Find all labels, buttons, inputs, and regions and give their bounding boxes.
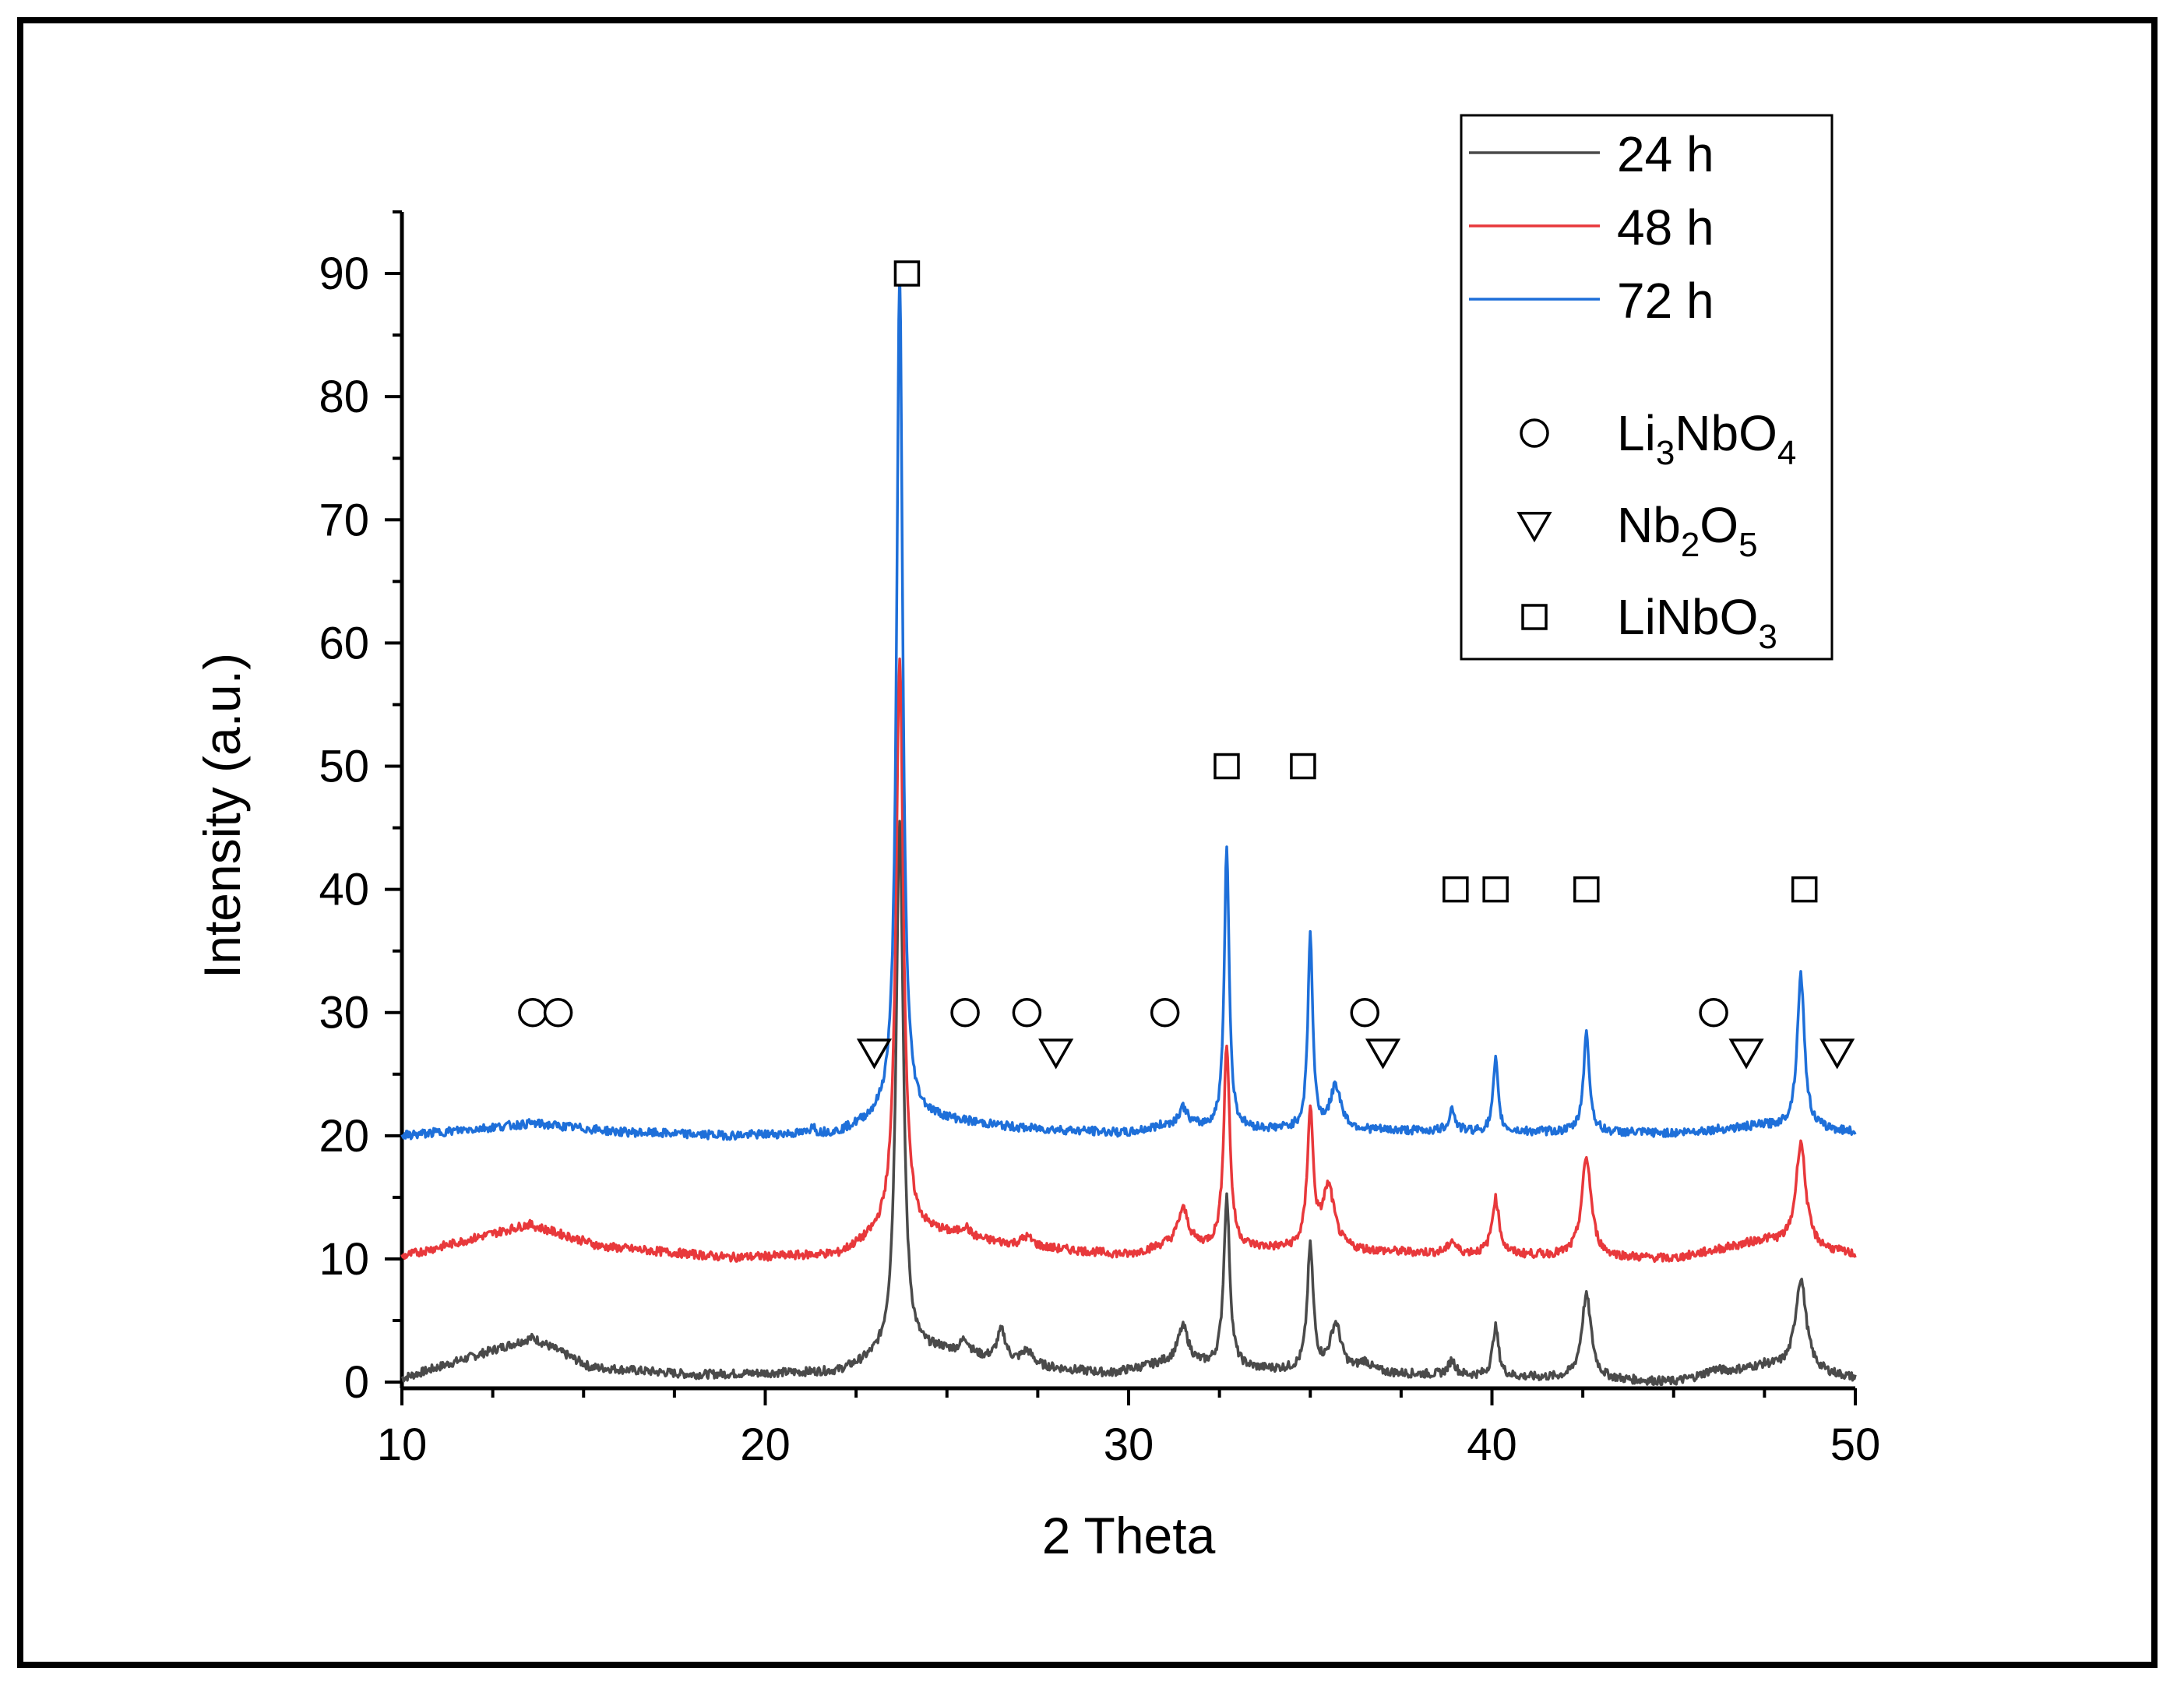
legend-line-label: 72 h — [1617, 273, 1714, 329]
legend-phase-text: NbO — [1675, 405, 1777, 461]
circle-marker — [1699, 997, 1728, 1028]
x-tick-label: 30 — [1104, 1419, 1154, 1470]
legend-phase-subscript: 2 — [1681, 526, 1700, 564]
circle-marker — [950, 997, 980, 1028]
figure-frame — [17, 17, 2158, 1668]
y-tick-label: 60 — [319, 618, 369, 668]
legend-phase-subscript: 5 — [1738, 526, 1757, 564]
x-tick-label: 50 — [1830, 1419, 1881, 1470]
y-tick-label: 80 — [319, 372, 369, 422]
circle-marker — [1012, 997, 1042, 1028]
legend-phase-text: O — [1700, 497, 1738, 553]
square-marker — [1791, 876, 1818, 903]
square-marker — [1573, 876, 1600, 903]
legend-phase-subscript: 3 — [1758, 618, 1777, 656]
triangle-marker — [1365, 1038, 1401, 1070]
square-marker — [1482, 876, 1509, 903]
legend-triangle-icon — [1516, 511, 1552, 543]
triangle-marker — [856, 1038, 893, 1070]
series-line-48h — [400, 657, 1857, 1264]
circle-marker — [1350, 997, 1379, 1028]
x-tick-label: 20 — [740, 1419, 791, 1470]
phase-markers — [518, 260, 1855, 1070]
legend-phase-label: Li3NbO4 — [1617, 405, 1796, 472]
legend-phase-label: Nb2O5 — [1617, 497, 1758, 564]
legend-line-label: 24 h — [1617, 126, 1714, 182]
series-lines — [400, 270, 1857, 1387]
square-marker — [1442, 876, 1469, 903]
legend-phase-text: LiNbO — [1617, 589, 1758, 645]
y-axis-ticks: 0 10 20 30 40 50 60 70 80 90 — [319, 210, 402, 1408]
y-tick-label: 50 — [319, 742, 369, 792]
x-tick-label: 40 — [1467, 1419, 1517, 1470]
y-tick-label: 0 — [344, 1357, 369, 1408]
y-axis-title: Intensity (a.u.) — [193, 653, 251, 978]
y-tick-label: 10 — [319, 1234, 369, 1285]
x-tick-label: 10 — [377, 1419, 428, 1470]
y-tick-label: 90 — [319, 249, 369, 299]
y-tick-label: 20 — [319, 1111, 369, 1162]
triangle-marker — [1728, 1038, 1764, 1070]
legend-series: 24 h 48 h 72 h — [1469, 126, 1714, 329]
x-axis-title: 2 Theta — [1042, 1507, 1216, 1564]
legend-square-icon — [1521, 604, 1548, 630]
y-tick-label: 30 — [319, 988, 369, 1038]
circle-marker — [518, 997, 548, 1028]
series-line-24h — [400, 820, 1857, 1387]
legend-phase-label: LiNbO3 — [1617, 589, 1777, 656]
legend-phase-subscript: 4 — [1777, 434, 1796, 472]
square-marker — [1290, 753, 1316, 780]
square-marker — [893, 260, 921, 287]
x-axis-ticks: 10 20 30 40 50 — [377, 1388, 1881, 1470]
y-tick-label: 70 — [319, 495, 369, 545]
legend-line-label: 48 h — [1617, 199, 1714, 256]
legend-phase-subscript: 3 — [1656, 434, 1675, 472]
series-line-72h — [400, 270, 1857, 1141]
triangle-marker — [1038, 1038, 1074, 1070]
circle-marker — [543, 997, 573, 1028]
y-tick-label: 40 — [319, 865, 369, 915]
legend-phase-text: Li — [1617, 405, 1656, 461]
triangle-marker — [1819, 1038, 1855, 1070]
legend-circle-icon — [1520, 418, 1549, 448]
square-marker — [1214, 753, 1240, 780]
circle-marker — [1150, 997, 1180, 1028]
legend-box — [1460, 114, 1834, 661]
legend-phase-text: Nb — [1617, 497, 1681, 553]
